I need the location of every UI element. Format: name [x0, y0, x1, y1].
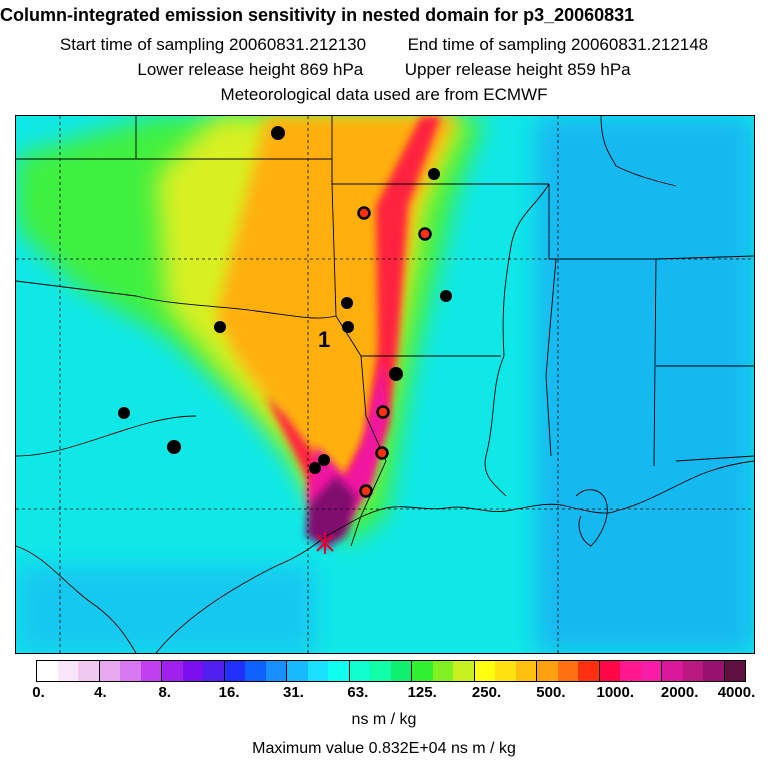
colorbar-tick-label: 63. — [347, 684, 369, 701]
colorbar-swatch — [537, 661, 558, 681]
colorbar-swatch — [578, 661, 600, 681]
colorbar-swatch — [307, 661, 328, 681]
map-canvas: 1 — [16, 116, 754, 653]
colorbar-tick-label: 250. — [471, 684, 502, 701]
colorbar-swatch — [265, 661, 287, 681]
station-marker — [167, 440, 181, 454]
colorbar-tick-label: 500. — [536, 684, 566, 701]
colorbar-tick-label: 4000. — [717, 684, 756, 701]
end-value: 20060831.212148 — [571, 35, 709, 54]
colorbar-swatch — [599, 661, 620, 681]
colorbar-swatch — [182, 661, 203, 681]
coastline — [16, 415, 754, 653]
station-marker — [428, 168, 440, 180]
colorbar-swatch — [245, 661, 266, 681]
colorbar-swatch — [287, 661, 308, 681]
stations-black — [118, 126, 452, 474]
track-label: 1 — [318, 327, 330, 352]
station-marker — [341, 297, 353, 309]
colorbar-swatch — [57, 661, 78, 681]
colorbar-swatch — [557, 661, 578, 681]
colorbar-tick-label: 8. — [158, 684, 171, 701]
station-marker — [440, 290, 452, 302]
colorbar — [36, 660, 746, 682]
station-marker — [342, 321, 354, 333]
colorbar-swatch — [412, 661, 433, 681]
colorbar-units: ns m / kg — [351, 711, 417, 728]
political-borders — [16, 116, 754, 547]
colorbar-swatch — [78, 661, 100, 681]
colorbar-tick-label: 16. — [218, 684, 240, 701]
stations-red — [357, 206, 432, 498]
colorbar-swatch — [495, 661, 516, 681]
colorbar-tick-label: 4. — [94, 684, 107, 701]
lower-release-label: Lower release height — [137, 60, 296, 79]
station-marker — [359, 484, 373, 498]
station-marker — [318, 454, 330, 466]
release-heights: Lower release height 869 hPa Upper relea… — [0, 59, 768, 81]
colorbar-swatch — [349, 661, 370, 681]
page-title: Column-integrated emission sensitivity i… — [0, 5, 635, 25]
end-label: End time of sampling — [407, 35, 567, 54]
peak-core — [306, 476, 356, 548]
maximum-units: ns m / kg — [450, 740, 516, 757]
colorbar-swatch — [453, 661, 475, 681]
colorbar-swatch — [703, 661, 725, 681]
colorbar-tick-label: 1000. — [596, 684, 635, 701]
colorbar-swatch — [620, 661, 641, 681]
maximum-label: Maximum value — [252, 740, 365, 757]
station-marker — [214, 321, 226, 333]
colorbar-swatch — [328, 661, 350, 681]
colorbar-swatch — [120, 661, 141, 681]
met-data-note: Meteorological data used are from ECMWF — [220, 85, 548, 104]
colorbar-swatch — [370, 661, 391, 681]
low-sensitivity-east — [536, 116, 754, 653]
station-marker — [376, 405, 390, 419]
colorbar-swatch — [474, 661, 495, 681]
colorbar-swatch — [162, 661, 183, 681]
colorbar-tick-label: 0. — [32, 684, 45, 701]
maximum-value: Maximum value 0.832E+04 ns m / kg — [0, 740, 768, 758]
colorbar-tick-label: 125. — [407, 684, 437, 701]
colorbar-swatch — [203, 661, 225, 681]
sampling-times: Start time of sampling 20060831.212130 E… — [0, 34, 768, 56]
colorbar-swatch — [99, 661, 120, 681]
colorbar-swatch — [640, 661, 662, 681]
sensitivity-map: 1 — [15, 115, 755, 654]
colorbar-swatch — [224, 661, 245, 681]
station-marker — [375, 446, 389, 460]
lower-release-value: 869 hPa — [299, 60, 364, 79]
station-marker — [418, 227, 432, 241]
maximum-number: 0.832E+04 — [368, 740, 447, 757]
upper-release-label: Upper release height — [404, 60, 563, 79]
colorbar-swatch — [140, 661, 162, 681]
red-plume — [266, 116, 441, 521]
release-point-asterisk-icon — [316, 532, 334, 554]
station-marker — [357, 206, 371, 220]
colorbar-swatch — [390, 661, 412, 681]
station-marker — [271, 126, 285, 140]
colorbar-swatch — [724, 661, 745, 681]
station-marker — [389, 367, 403, 381]
start-value: 20060831.212130 — [229, 35, 367, 54]
colorbar-swatch — [515, 661, 537, 681]
colorbar-ticks: 0. 4. 8. 16. 31. 63. 125. 250. 500. 1000. 2000. 400… — [32, 684, 755, 704]
colorbar-swatch — [37, 661, 58, 681]
start-label: Start time of sampling — [59, 35, 225, 54]
station-marker — [118, 407, 130, 419]
low-sensitivity-gulf — [16, 566, 316, 653]
colorbar-swatch — [682, 661, 703, 681]
upper-release-value: 859 hPa — [567, 60, 631, 79]
colorbar-swatch — [662, 661, 683, 681]
station-marker — [309, 462, 321, 474]
colorbar-tick-label: 2000. — [660, 684, 699, 701]
colorbar-swatch — [432, 661, 453, 681]
colorbar-tick-label: 31. — [283, 684, 304, 701]
